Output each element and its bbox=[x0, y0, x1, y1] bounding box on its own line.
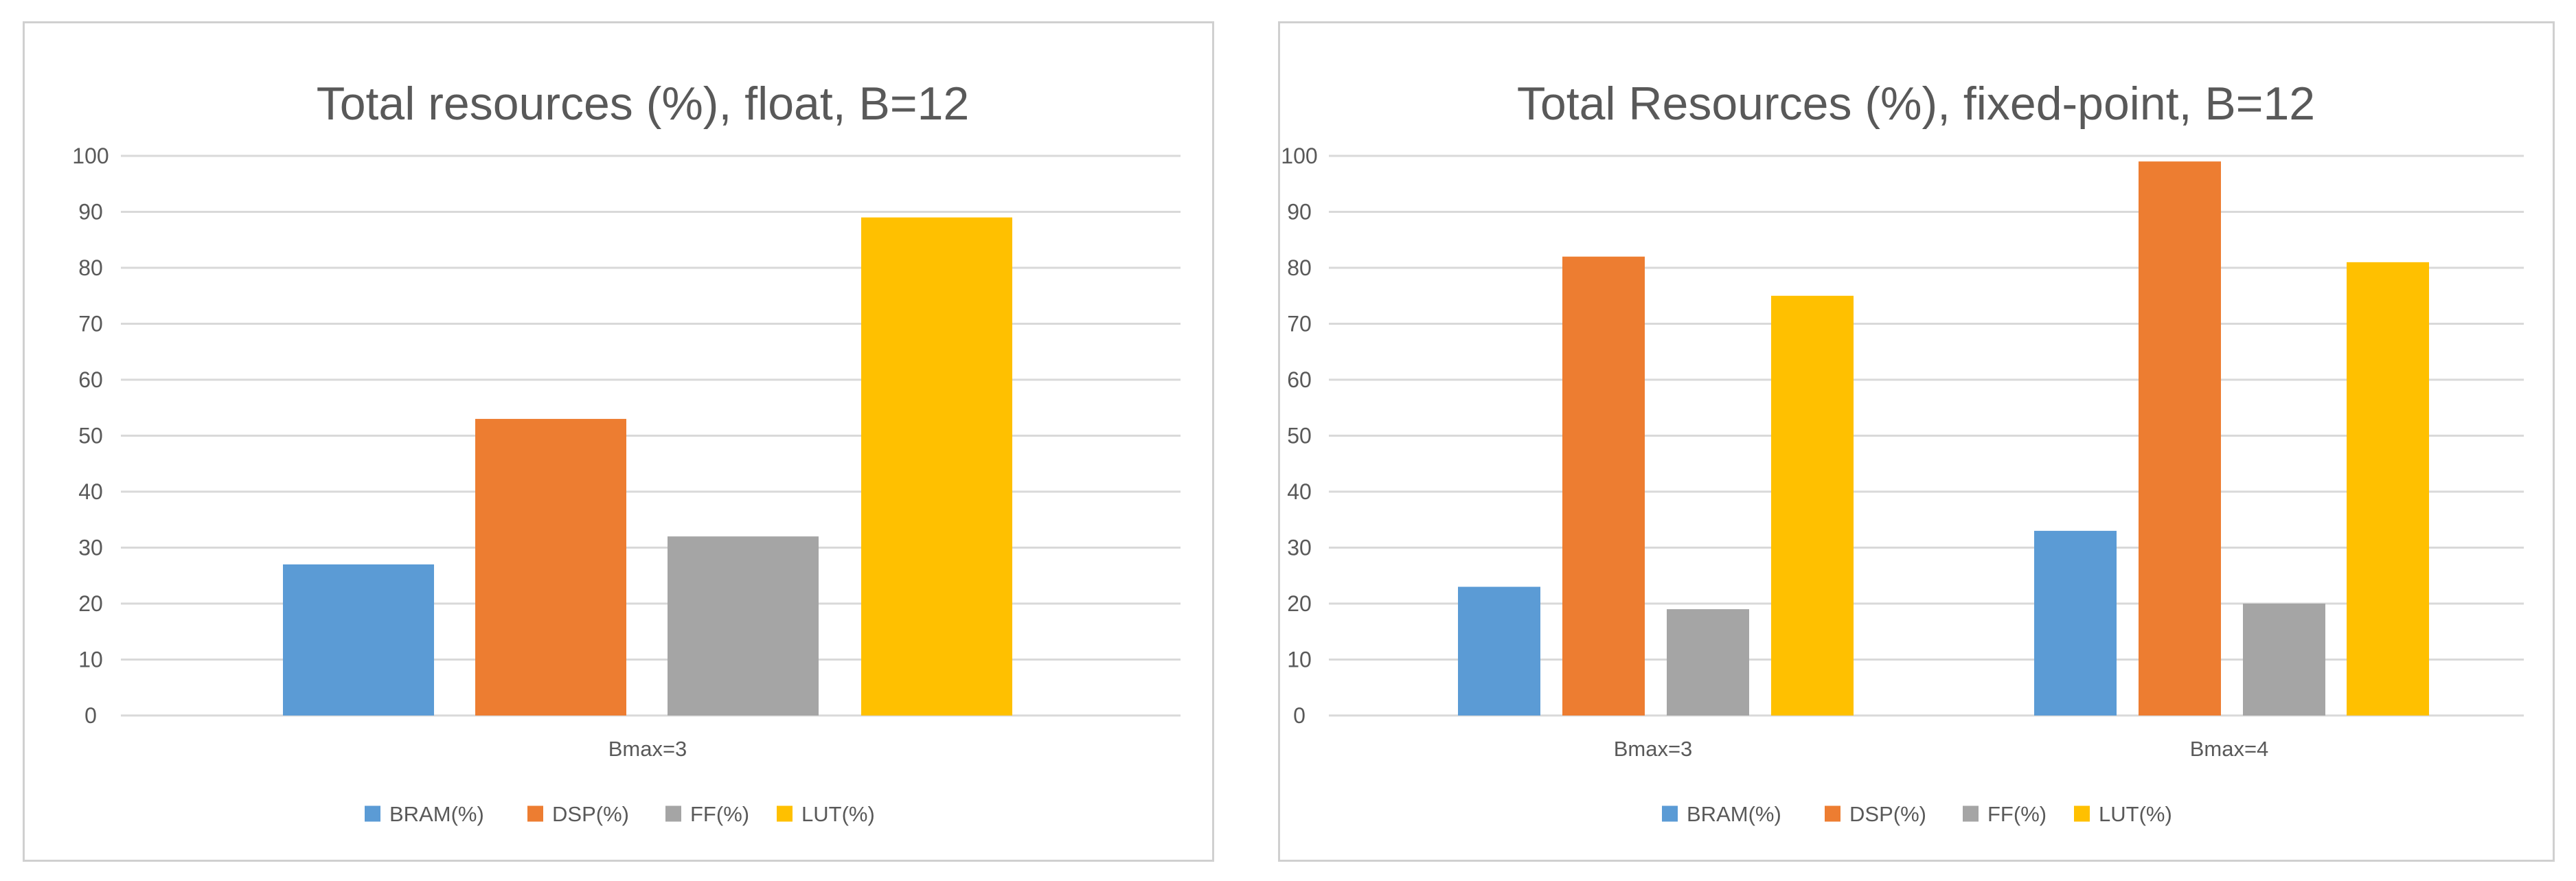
y-tick-label: 20 bbox=[78, 591, 103, 616]
y-tick-label: 100 bbox=[1281, 144, 1317, 168]
bar-bram-bmax3 bbox=[1458, 586, 1540, 716]
chart-title: Total Resources (%), fixed-point, B=12 bbox=[1517, 78, 2315, 130]
bar-ff-bmax3 bbox=[1667, 609, 1749, 716]
x-category-label: Bmax=4 bbox=[2190, 737, 2269, 761]
y-tick-label: 10 bbox=[1287, 648, 1312, 672]
y-tick-label: 80 bbox=[78, 255, 103, 280]
y-tick-label: 50 bbox=[1287, 424, 1312, 448]
legend-swatch bbox=[365, 805, 380, 822]
y-tick-label: 60 bbox=[1287, 367, 1312, 392]
bar-lut-bmax4 bbox=[2347, 262, 2429, 716]
bar-bram-bmax4 bbox=[2034, 531, 2117, 716]
legend-label: DSP(%) bbox=[1849, 802, 1926, 826]
chart-float: Total resources (%), float, B=12 0 10 20 30 4… bbox=[72, 78, 1181, 826]
chart-fixed-point: Total Resources (%), fixed-point, B=12 0 1… bbox=[1281, 78, 2524, 826]
legend-label: BRAM(%) bbox=[1687, 802, 1781, 826]
y-tick-label: 70 bbox=[78, 312, 103, 336]
legend-swatch bbox=[527, 805, 543, 822]
chart-panel-float: Total resources (%), float, B=12 0 10 20 30 4… bbox=[23, 21, 1214, 862]
legend-label: FF(%) bbox=[690, 802, 749, 826]
legend-swatch bbox=[1963, 805, 1979, 822]
legend-label: LUT(%) bbox=[801, 802, 875, 826]
y-tick-label: 20 bbox=[1287, 591, 1312, 616]
legend-swatch bbox=[777, 805, 793, 822]
bar-ff-bmax4 bbox=[2243, 604, 2325, 716]
bar-dsp-bmax3 bbox=[475, 419, 626, 716]
legend-label: LUT(%) bbox=[2099, 802, 2172, 826]
y-tick-label: 10 bbox=[78, 648, 103, 672]
y-tick-label: 40 bbox=[78, 479, 103, 504]
legend-label: FF(%) bbox=[1987, 802, 2047, 826]
y-tick-label: 30 bbox=[78, 536, 103, 560]
y-tick-label: 90 bbox=[1287, 200, 1312, 225]
y-tick-label: 90 bbox=[78, 200, 103, 225]
bar-dsp-bmax3 bbox=[1562, 256, 1645, 716]
chart-panel-fixed-point: Total Resources (%), fixed-point, B=12 0 1… bbox=[1278, 21, 2555, 862]
bar-dsp-bmax4 bbox=[2139, 161, 2221, 716]
x-category-label: Bmax=3 bbox=[608, 737, 687, 761]
y-tick-label: 80 bbox=[1287, 255, 1312, 280]
y-tick-label: 30 bbox=[1287, 536, 1312, 560]
y-tick-label: 0 bbox=[84, 703, 97, 728]
y-tick-label: 70 bbox=[1287, 312, 1312, 336]
legend-swatch bbox=[2074, 805, 2090, 822]
bar-bram-bmax3 bbox=[283, 564, 434, 716]
x-category-label: Bmax=3 bbox=[1614, 737, 1693, 761]
legend-swatch bbox=[1662, 805, 1678, 822]
y-tick-label: 60 bbox=[78, 367, 103, 392]
chart-title: Total resources (%), float, B=12 bbox=[317, 78, 970, 130]
y-tick-label: 50 bbox=[78, 424, 103, 448]
bar-lut-bmax3 bbox=[861, 217, 1012, 716]
y-tick-label: 40 bbox=[1287, 479, 1312, 504]
legend-swatch bbox=[1825, 805, 1840, 822]
legend-label: BRAM(%) bbox=[389, 802, 484, 826]
legend-swatch bbox=[665, 805, 681, 822]
y-tick-label: 0 bbox=[1293, 703, 1306, 728]
legend-label: DSP(%) bbox=[552, 802, 629, 826]
bar-ff-bmax3 bbox=[668, 536, 819, 716]
y-tick-label: 100 bbox=[72, 144, 109, 168]
bar-lut-bmax3 bbox=[1771, 295, 1854, 716]
